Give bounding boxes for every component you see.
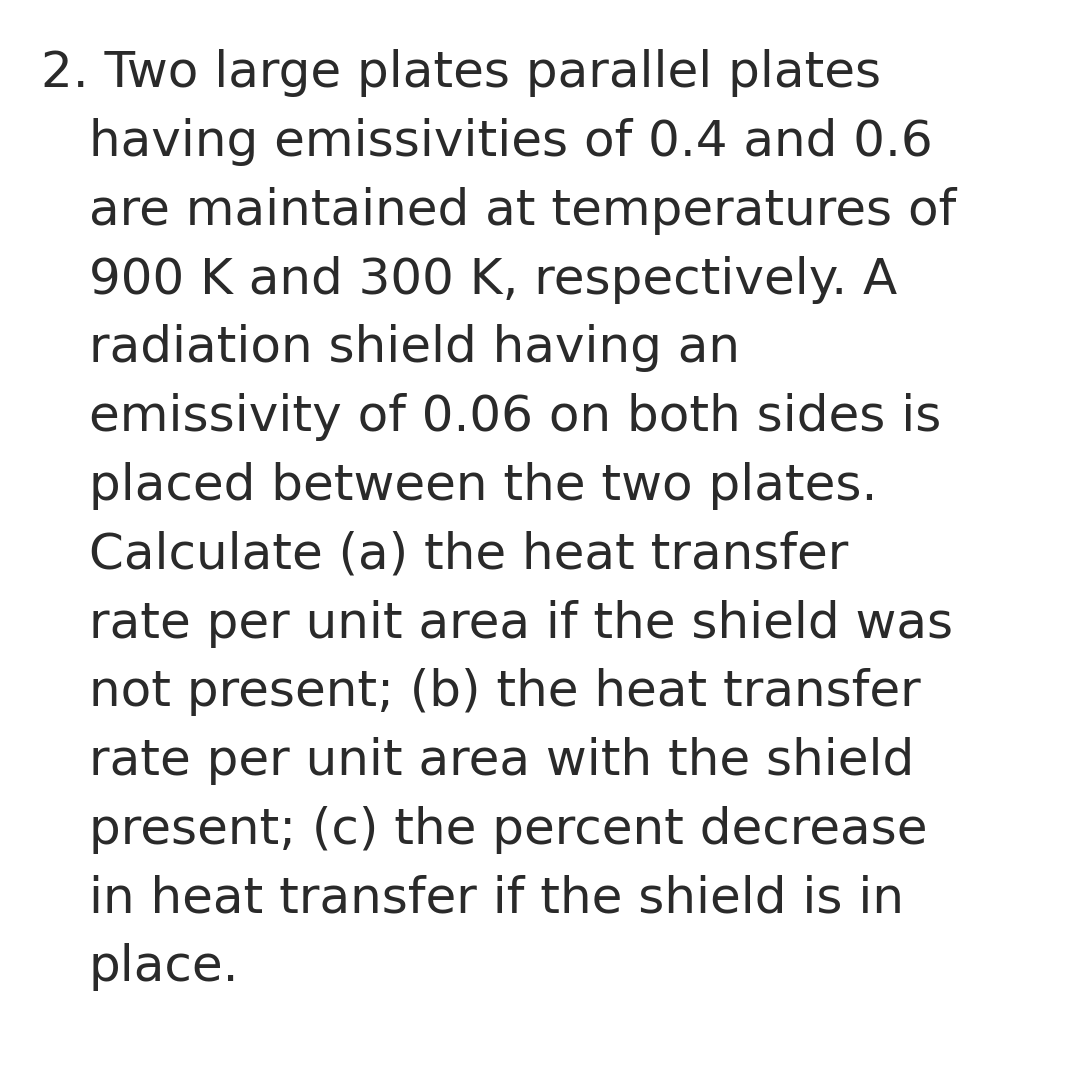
Text: present; (c) the percent decrease: present; (c) the percent decrease [89, 806, 927, 854]
Text: in heat transfer if the shield is in: in heat transfer if the shield is in [89, 875, 904, 923]
Text: rate per unit area if the shield was: rate per unit area if the shield was [89, 600, 953, 648]
Text: place.: place. [89, 943, 239, 992]
Text: radiation shield having an: radiation shield having an [89, 324, 740, 372]
Text: Calculate (a) the heat transfer: Calculate (a) the heat transfer [89, 531, 848, 579]
Text: are maintained at temperatures of: are maintained at temperatures of [89, 187, 956, 235]
Text: placed between the two plates.: placed between the two plates. [89, 462, 877, 510]
Text: having emissivities of 0.4 and 0.6: having emissivities of 0.4 and 0.6 [89, 118, 932, 166]
Text: 2. Two large plates parallel plates: 2. Two large plates parallel plates [41, 49, 881, 97]
Text: rate per unit area with the shield: rate per unit area with the shield [89, 737, 914, 785]
Text: 900 K and 300 K, respectively. A: 900 K and 300 K, respectively. A [89, 256, 896, 304]
Text: emissivity of 0.06 on both sides is: emissivity of 0.06 on both sides is [89, 393, 941, 441]
Text: not present; (b) the heat transfer: not present; (b) the heat transfer [89, 668, 920, 716]
